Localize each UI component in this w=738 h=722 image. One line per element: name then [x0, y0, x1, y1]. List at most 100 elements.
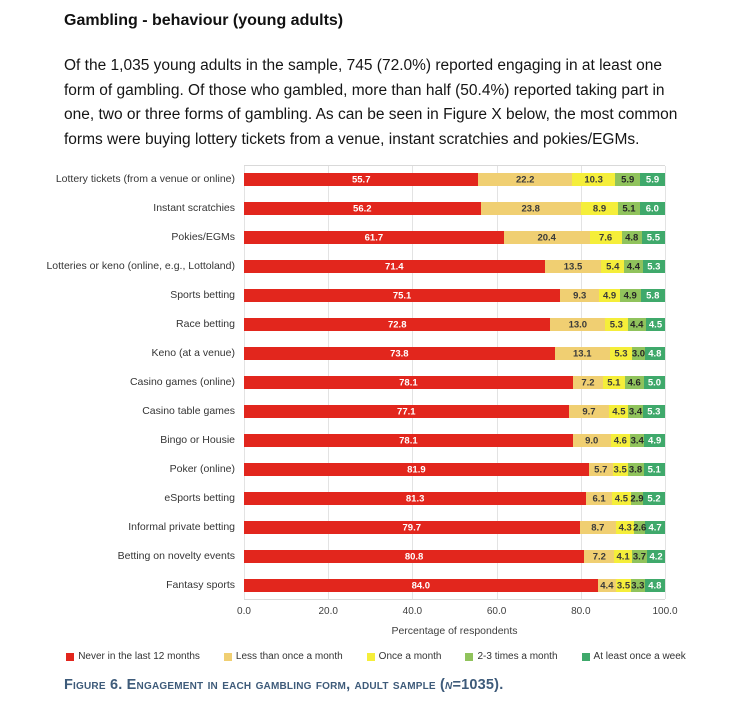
category-label: Fantasy sports	[166, 578, 235, 591]
segment-value-label: 75.1	[392, 289, 412, 301]
segment-value-label: 4.4	[600, 579, 614, 591]
segment-value-label: 5.5	[646, 231, 660, 243]
segment-value-label: 5.8	[646, 289, 660, 301]
segment-value-label: 56.2	[353, 202, 372, 214]
segment-value-label: 3.8	[628, 463, 643, 475]
bar-segment: 9.0	[572, 434, 611, 447]
segment-value-label: 4.7	[648, 521, 662, 533]
chart-rows: Lottery tickets (from a venue or online)…	[36, 165, 736, 600]
bar-segment: 5.3	[642, 260, 665, 273]
bar-segment: 5.2	[643, 492, 665, 505]
legend-label: Never in the last 12 months	[78, 651, 200, 662]
segment-value-label: 5.1	[607, 376, 621, 388]
legend-color-swatch-icon	[223, 652, 232, 661]
bar-track: 78.1 9.0 4.6 3.4 4.9	[244, 434, 665, 447]
legend-color-swatch-icon	[66, 652, 75, 661]
x-axis-tick-label: 0.0	[237, 606, 251, 617]
bar-segment: 61.7	[244, 231, 504, 244]
category-label: Keno (at a venue)	[151, 346, 235, 359]
segment-value-label: 5.3	[609, 318, 623, 330]
bar-segment: 4.9	[619, 289, 641, 302]
segment-value-label: 4.9	[603, 289, 617, 301]
bar-track: 81.3 6.1 4.5 2.9 5.2	[244, 492, 665, 505]
bar-segment: 6.0	[639, 202, 665, 215]
bar-segment: 4.7	[645, 521, 665, 534]
bar-segment: 4.1	[614, 550, 632, 563]
legend-item: 2-3 times a month	[465, 651, 558, 662]
segment-value-label: 3.7	[632, 550, 647, 562]
segment-value-label: 3.5	[616, 579, 631, 591]
category-label: Pokies/EGMs	[171, 230, 235, 243]
segment-value-label: 4.6	[613, 434, 627, 446]
bar-segment: 78.1	[244, 376, 573, 389]
bar-segment: 6.1	[586, 492, 612, 505]
bar-segment: 81.3	[244, 492, 587, 505]
chart-plot-area: Lottery tickets (from a venue or online)…	[36, 165, 736, 600]
bar-segment: 4.2	[647, 550, 665, 563]
category-label: Casino table games	[142, 404, 235, 417]
bar-segment: 4.4	[597, 579, 617, 592]
bar-segment: 3.4	[628, 405, 643, 418]
bar-segment: 3.8	[627, 463, 644, 476]
segment-value-label: 20.4	[537, 231, 556, 243]
bar-segment: 3.5	[616, 579, 631, 592]
segment-value-label: 61.7	[364, 231, 384, 243]
segment-value-label: 3.5	[613, 463, 627, 475]
x-axis-tick-label: 20.0	[318, 606, 338, 617]
segment-value-label: 5.3	[647, 405, 661, 417]
segment-value-label: 79.7	[402, 521, 422, 533]
bar-segment: 55.7	[244, 173, 479, 186]
category-label: Race betting	[176, 317, 235, 330]
bar-segment: 8.9	[580, 202, 619, 215]
bar-segment: 56.2	[244, 202, 481, 215]
bar-segment: 5.9	[640, 173, 665, 186]
legend-item: Less than once a month	[223, 651, 343, 662]
bar-segment: 7.2	[584, 550, 615, 563]
legend-color-swatch-icon	[581, 652, 590, 661]
legend-item: Never in the last 12 months	[66, 651, 200, 662]
bar-segment: 2.6	[633, 521, 646, 534]
segment-value-label: 81.3	[405, 492, 425, 504]
bar-segment: 22.2	[478, 173, 572, 186]
segment-value-label: 7.2	[592, 550, 606, 562]
bar-segment: 20.4	[503, 231, 590, 244]
bar-track: 56.2 23.8 8.9 5.1 6.0	[244, 202, 665, 215]
bar-segment: 5.5	[641, 231, 665, 244]
bar-segment: 3.0	[632, 347, 645, 360]
chart-row: Fantasy sports 84.0 4.4 3.5 3.3 4.8	[36, 571, 736, 600]
segment-value-label: 5.2	[647, 492, 661, 504]
bar-segment: 5.3	[642, 405, 665, 418]
segment-value-label: 6.0	[645, 202, 659, 214]
chart-row: eSports betting 81.3 6.1 4.5 2.9 5.2	[36, 484, 736, 513]
segment-value-label: 3.0	[631, 347, 646, 359]
segment-value-label: 4.8	[648, 347, 662, 359]
segment-value-label: 4.6	[627, 376, 641, 388]
bar-segment: 7.2	[572, 376, 604, 389]
bar-segment: 84.0	[244, 579, 598, 592]
segment-value-label: 4.2	[649, 550, 663, 562]
bar-segment: 79.7	[244, 521, 580, 534]
bar-track: 77.1 9.7 4.5 3.4 5.3	[244, 405, 665, 418]
bar-segment: 4.4	[624, 260, 643, 273]
chart-row: Betting on novelty events 80.8 7.2 4.1 3.7 4.…	[36, 542, 736, 571]
x-axis-tick-label: 100.0	[652, 606, 678, 617]
bar-segment: 4.4	[627, 318, 647, 331]
chart-row: Pokies/EGMs 61.7 20.4 7.6 4.8 5.5	[36, 223, 736, 252]
segment-value-label: 4.9	[623, 289, 637, 301]
segment-value-label: 13.5	[563, 260, 583, 272]
chart-row: Informal private betting 79.7 8.7 4.3 2.6 4.7	[36, 513, 736, 542]
segment-value-label: 5.0	[647, 376, 662, 388]
bar-segment: 23.8	[480, 202, 581, 215]
bar-segment: 5.1	[618, 202, 640, 215]
x-axis-tick-label: 60.0	[486, 606, 507, 617]
caption-n-symbol: n	[445, 677, 453, 693]
chart-row: Casino table games 77.1 9.7 4.5 3.4 5.3	[36, 397, 736, 426]
chart-row: Keno (at a venue) 73.8 13.1 5.3 3.0 4.8	[36, 339, 736, 368]
bar-track: 55.7 22.2 10.3 5.9 5.9	[244, 173, 665, 186]
bar-segment: 5.8	[640, 289, 665, 302]
chart-row: Lotteries or keno (online, e.g., Lottola…	[36, 252, 736, 281]
bar-track: 80.8 7.2 4.1 3.7 4.2	[244, 550, 665, 563]
page-title: Gambling - behaviour (young adults)	[64, 12, 344, 29]
segment-value-label: 3.4	[630, 434, 644, 446]
legend-label: 2-3 times a month	[477, 651, 558, 662]
